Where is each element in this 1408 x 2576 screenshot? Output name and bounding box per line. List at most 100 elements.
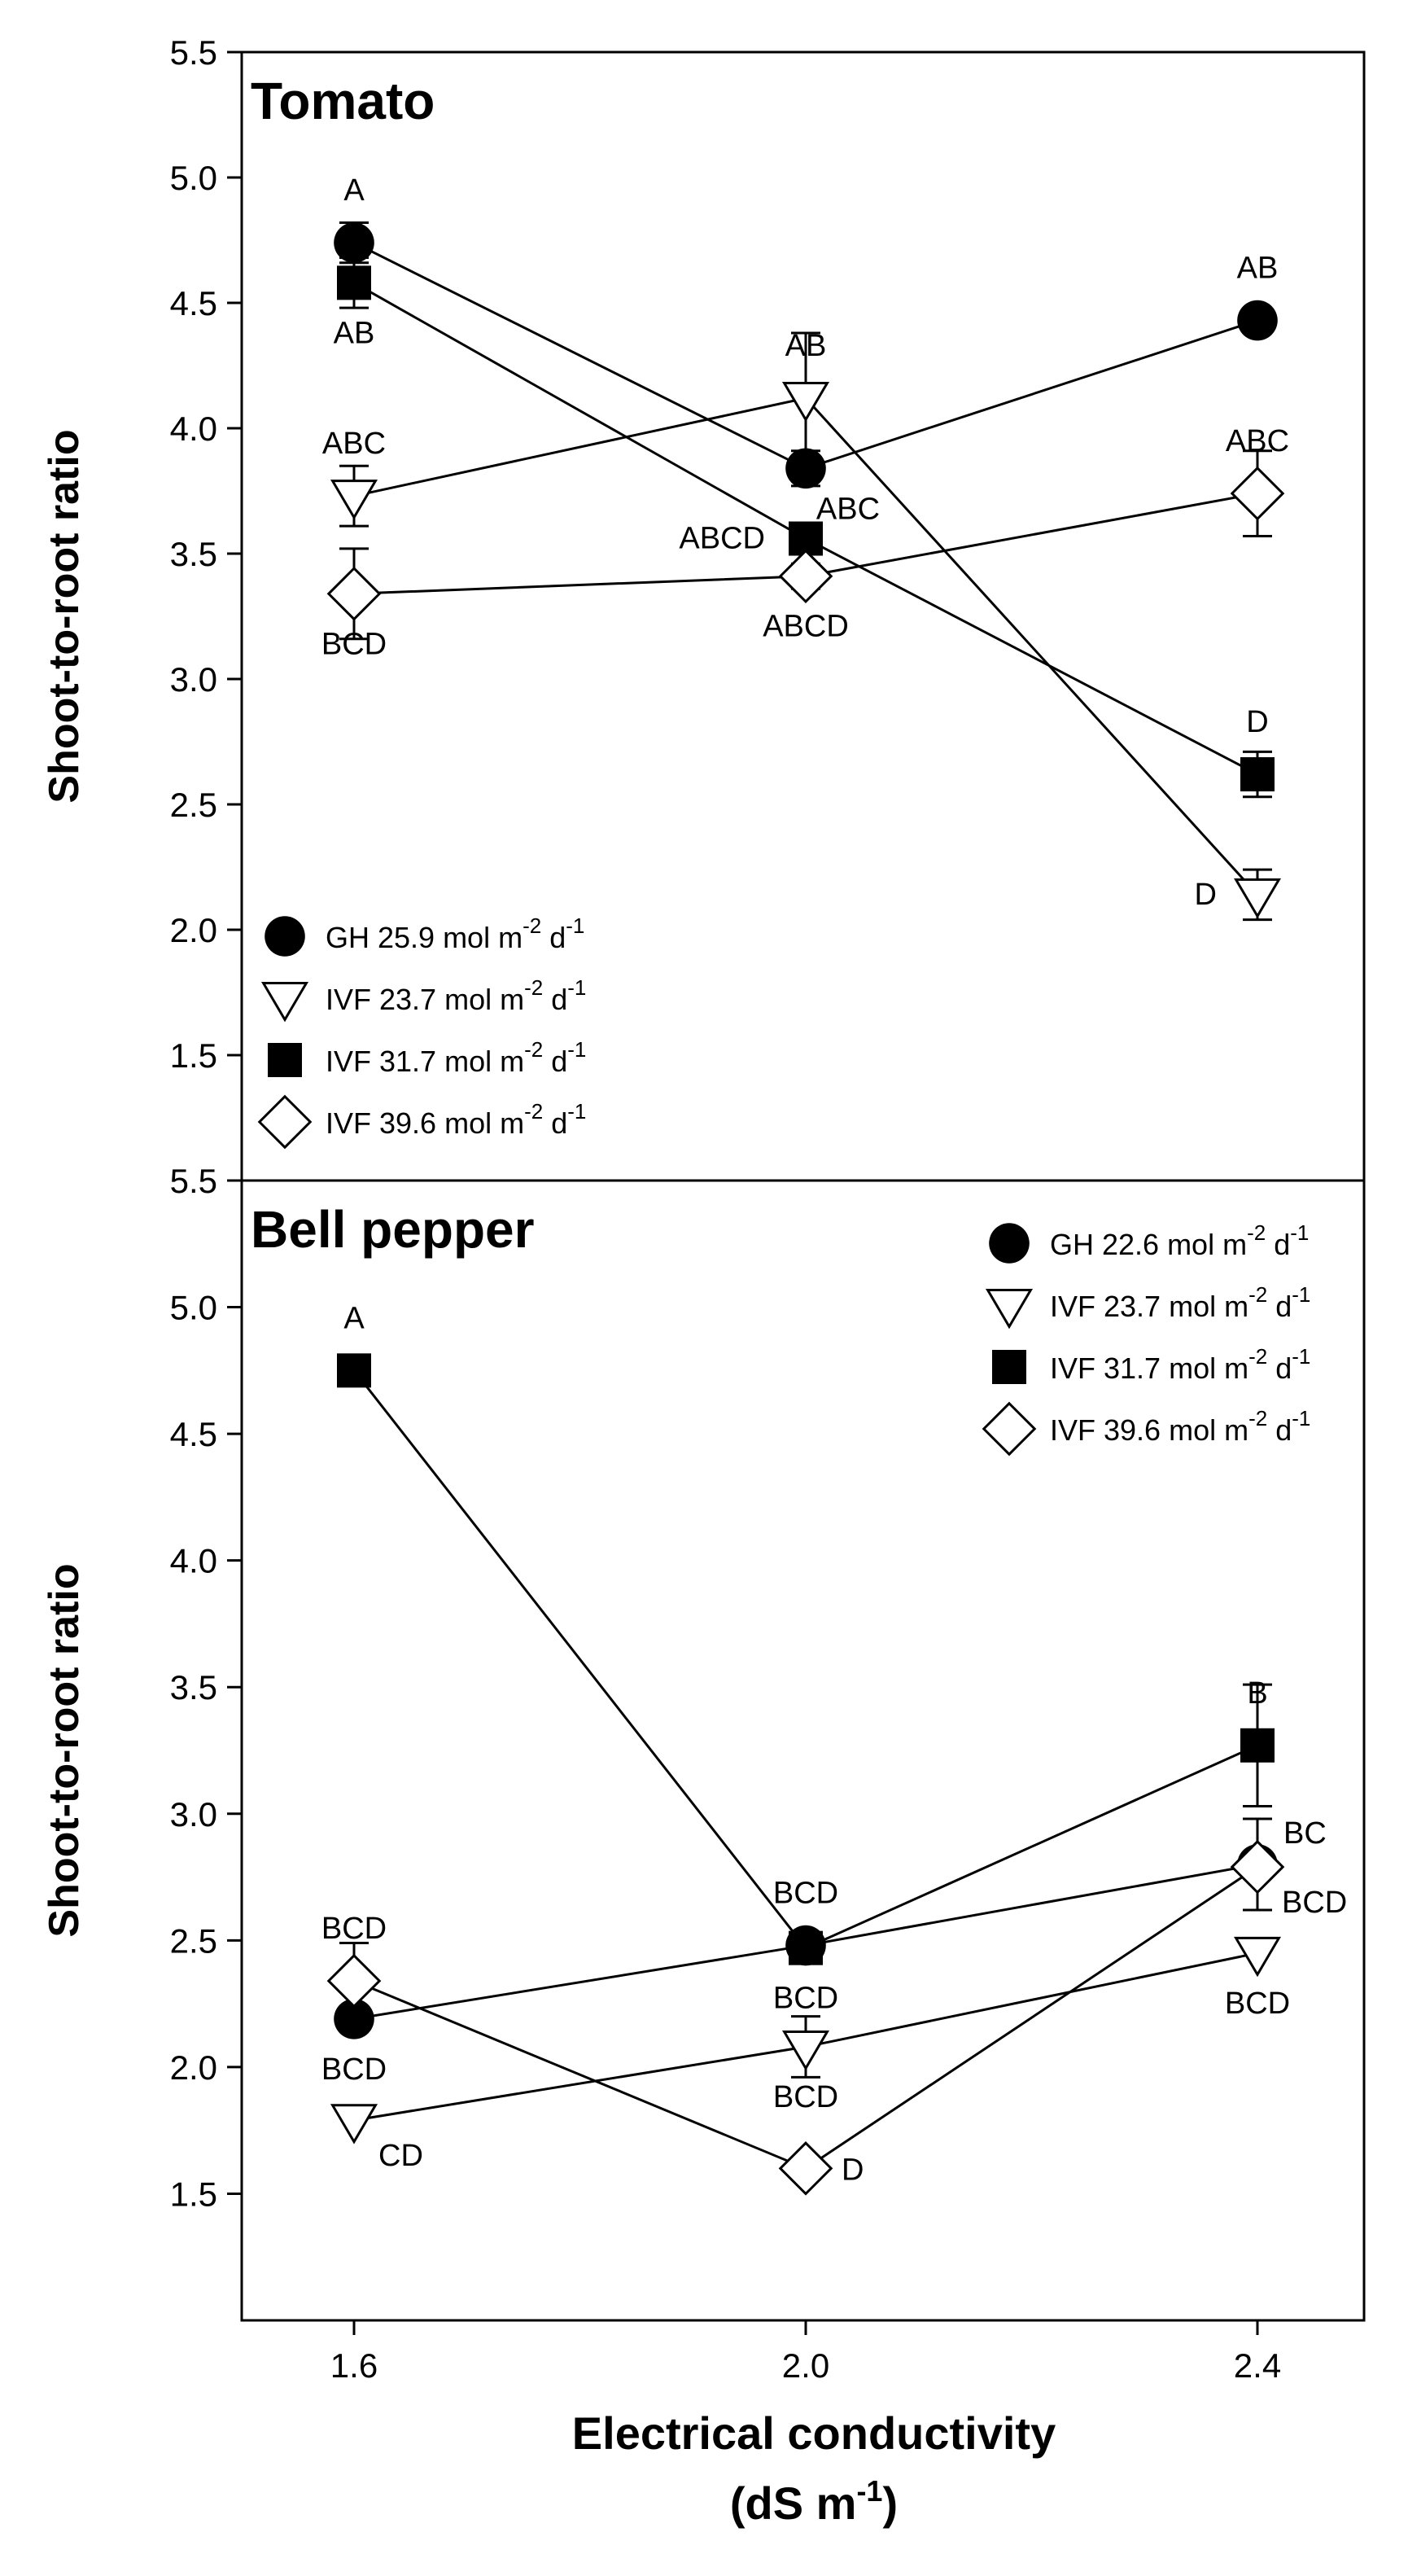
significance-label: ABCD (679, 522, 765, 556)
legend-label: GH 22.6 mol m-2 d-1 (1050, 1220, 1309, 1261)
y-tick-label: 5.5 (170, 1162, 217, 1200)
x-axis-units: (dS m-1) (730, 2474, 898, 2529)
data-point (1237, 300, 1278, 341)
significance-label: BCD (773, 2080, 838, 2114)
legend-marker (265, 916, 305, 957)
data-point (337, 1353, 371, 1388)
legend-marker (989, 1223, 1030, 1264)
significance-label: ABC (1226, 424, 1289, 458)
significance-label: ABC (816, 492, 880, 526)
data-point (334, 1998, 374, 2039)
significance-label: D (1195, 878, 1217, 912)
data-point (778, 2141, 833, 2196)
legend-marker (260, 982, 309, 1023)
significance-label: A (343, 173, 365, 208)
legend-label: IVF 31.7 mol m-2 d-1 (326, 1037, 586, 1078)
legend-marker (268, 1043, 302, 1077)
data-point (334, 222, 374, 263)
data-point (326, 1953, 382, 2009)
significance-label: CD (378, 2139, 423, 2173)
significance-label: BCD (773, 1982, 838, 2016)
data-point (785, 448, 826, 489)
y-tick-label: 1.5 (170, 2175, 217, 2213)
legend-marker (985, 1289, 1034, 1330)
legend-item: IVF 39.6 mol m-2 d-1 (982, 1401, 1310, 1457)
significance-label: D (1246, 705, 1268, 739)
legend: GH 22.6 mol m-2 d-1 IVF 23.7 mol m-2 d-1 I… (982, 1220, 1310, 1457)
data-point (1240, 757, 1275, 792)
y-tick-label: 3.5 (170, 1668, 217, 1706)
significance-label: BCD (321, 1912, 387, 1946)
data-point (326, 566, 382, 621)
significance-label: BCD (321, 627, 387, 661)
y-tick-label: 4.0 (170, 410, 217, 448)
legend-item: IVF 39.6 mol m-2 d-1 (257, 1094, 586, 1150)
legend-marker (992, 1350, 1026, 1384)
data-point (778, 549, 833, 604)
shared-x-axis: Electrical conductivity (dS m-1) (572, 2407, 1056, 2529)
y-tick-label: 5.0 (170, 159, 217, 197)
legend-label: GH 25.9 mol m-2 d-1 (326, 913, 584, 954)
x-tick-label: 2.4 (1234, 2346, 1281, 2385)
significance-label: AB (1237, 252, 1279, 286)
legend-item: IVF 31.7 mol m-2 d-1 (992, 1344, 1310, 1385)
x-tick-label: 2.0 (782, 2346, 829, 2385)
plot-frame (240, 1179, 1366, 2322)
data-point (330, 480, 378, 520)
legend-item: GH 22.6 mol m-2 d-1 (989, 1220, 1309, 1264)
legend-label: IVF 39.6 mol m-2 d-1 (326, 1099, 586, 1140)
significance-label: ABCD (763, 610, 849, 644)
significance-label: BC (1283, 1816, 1327, 1851)
significance-label: BCD (1282, 1886, 1347, 1920)
panel-1: 5.5 5.0 4.5 4.0 3.5 3.0 2.5 2.0 1.5 Shoot-to-root… (41, 33, 1366, 1182)
y-tick-label: 2.5 (170, 1921, 217, 1960)
legend-item: IVF 23.7 mol m-2 d-1 (260, 975, 586, 1023)
significance-label: BCD (321, 2052, 387, 2087)
y-axis-label: Shoot-to-root ratio (41, 1563, 88, 1937)
data-point (1233, 1936, 1282, 1978)
y-tick-label: 2.0 (170, 911, 217, 949)
y-tick-label: 4.0 (170, 1542, 217, 1580)
significance-label: D (842, 2153, 864, 2187)
legend-marker (982, 1401, 1037, 1457)
y-tick-label: 2.0 (170, 2048, 217, 2087)
data-point (1240, 1728, 1275, 1763)
significance-label: ABC (322, 427, 386, 461)
legend-label: IVF 23.7 mol m-2 d-1 (326, 975, 586, 1016)
x-axis-label: Electrical conductivity (572, 2407, 1056, 2459)
y-tick-label: 4.5 (170, 1415, 217, 1453)
panels: 5.5 5.0 4.5 4.0 3.5 3.0 2.5 2.0 1.5 Shoot-to-root… (41, 33, 1366, 2385)
panel-title: Tomato (251, 72, 435, 130)
y-tick-label: 3.5 (170, 535, 217, 573)
significance-label: A (343, 1301, 365, 1335)
y-tick-label: 3.0 (170, 660, 217, 699)
data-point (337, 265, 371, 300)
significance-label: B (1247, 1676, 1267, 1711)
significance-label: BCD (1225, 1987, 1290, 2021)
data-point (781, 382, 830, 423)
y-tick-label: 3.0 (170, 1795, 217, 1833)
legend-item: IVF 31.7 mol m-2 d-1 (268, 1037, 586, 1078)
y-tick-label: 2.5 (170, 786, 217, 824)
series-line-3 (352, 1369, 1258, 1950)
legend-item: IVF 23.7 mol m-2 d-1 (985, 1282, 1310, 1330)
y-tick-label: 5.5 (170, 33, 217, 72)
data-point (1230, 466, 1285, 521)
data-point (330, 2104, 378, 2144)
significance-label: BCD (773, 1877, 838, 1911)
significance-label: AB (334, 316, 375, 350)
legend-label: IVF 23.7 mol m-2 d-1 (1050, 1282, 1310, 1323)
legend-marker (257, 1094, 313, 1150)
legend-item: GH 25.9 mol m-2 d-1 (265, 913, 584, 957)
panel-title: Bell pepper (251, 1200, 535, 1259)
y-tick-label: 4.5 (170, 284, 217, 322)
y-axis-label: Shoot-to-root ratio (41, 429, 88, 803)
y-tick-label: 5.0 (170, 1289, 217, 1327)
data-point (789, 1930, 823, 1965)
x-tick-label: 1.6 (330, 2346, 378, 2385)
data-point (1233, 878, 1282, 919)
data-point (1230, 1839, 1285, 1895)
legend-label: IVF 39.6 mol m-2 d-1 (1050, 1406, 1310, 1447)
legend: GH 25.9 mol m-2 d-1 IVF 23.7 mol m-2 d-1 I… (257, 913, 586, 1150)
data-point (781, 2031, 830, 2071)
